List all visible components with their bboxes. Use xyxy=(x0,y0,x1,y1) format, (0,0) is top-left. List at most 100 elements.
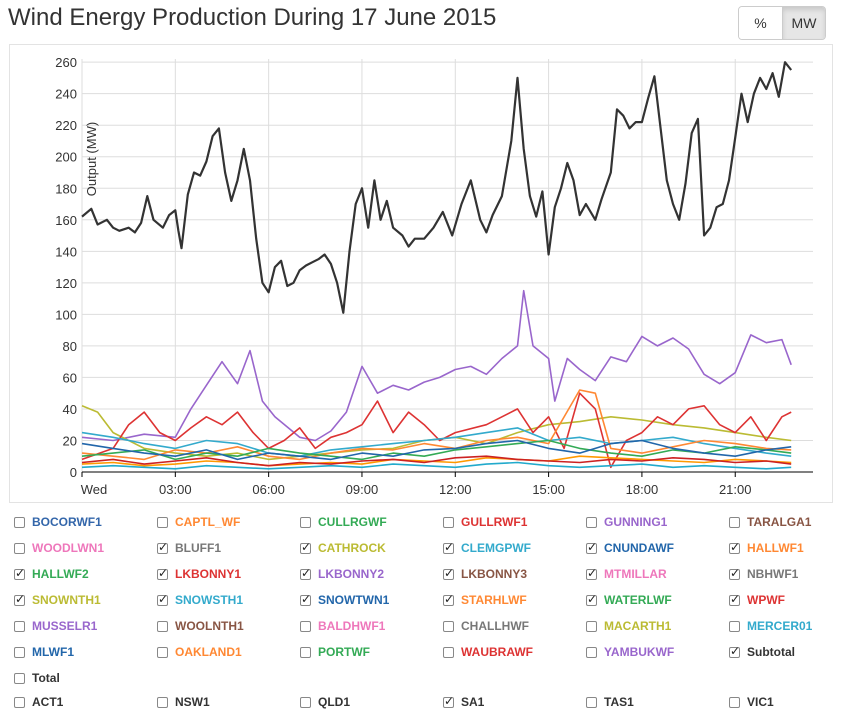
legend-checkbox[interactable] xyxy=(443,592,454,606)
legend-item-captl_wf[interactable]: CAPTL_WF xyxy=(157,512,240,532)
legend-item-snownth1[interactable]: SNOWNTH1 xyxy=(14,590,101,610)
legend-checkbox[interactable] xyxy=(157,540,168,554)
legend-checkbox[interactable] xyxy=(157,592,168,606)
legend-checkbox[interactable] xyxy=(586,696,597,708)
legend-item-nbhwf1[interactable]: NBHWF1 xyxy=(729,564,798,584)
legend-item-subtotal[interactable]: Subtotal xyxy=(729,642,795,662)
legend-checkbox[interactable] xyxy=(729,620,740,632)
mw-button[interactable]: MW xyxy=(782,7,825,39)
legend-checkbox[interactable] xyxy=(300,592,311,606)
legend-item-gunning1[interactable]: GUNNING1 xyxy=(586,512,667,532)
legend-checkbox[interactable] xyxy=(586,646,597,658)
y-tick-label: 120 xyxy=(55,276,77,291)
legend-item-woodlwn1[interactable]: WOODLWN1 xyxy=(14,538,104,558)
legend-checkbox[interactable] xyxy=(586,540,597,554)
legend-item-snowtwn1[interactable]: SNOWTWN1 xyxy=(300,590,389,610)
legend-item-bluff1[interactable]: BLUFF1 xyxy=(157,538,221,558)
legend-item-waterlwf[interactable]: WATERLWF xyxy=(586,590,672,610)
legend-item-lkbonny1[interactable]: LKBONNY1 xyxy=(157,564,241,584)
legend-item-total[interactable]: Total xyxy=(14,668,60,688)
legend-checkbox[interactable] xyxy=(157,696,168,708)
legend-checkbox[interactable] xyxy=(729,592,740,606)
legend-label: PORTWF xyxy=(318,645,370,659)
line-chart: 0 20 40 60 80 100 120 140 160 180 200 220 240 260 Wed 0… xyxy=(55,55,813,497)
legend-item-nsw1[interactable]: NSW1 xyxy=(157,692,210,712)
legend-item-starhlwf[interactable]: STARHLWF xyxy=(443,590,527,610)
legend-checkbox[interactable] xyxy=(14,542,25,554)
legend-item-waubrawf[interactable]: WAUBRAWF xyxy=(443,642,533,662)
y-tick-label: 160 xyxy=(55,213,77,228)
legend-checkbox[interactable] xyxy=(14,646,25,658)
legend-item-lkbonny3[interactable]: LKBONNY3 xyxy=(443,564,527,584)
legend-checkbox[interactable] xyxy=(300,516,311,528)
legend-checkbox[interactable] xyxy=(300,696,311,708)
legend-item-baldhwf1[interactable]: BALDHWF1 xyxy=(300,616,385,636)
legend-checkbox[interactable] xyxy=(443,646,454,658)
legend-checkbox[interactable] xyxy=(443,566,454,580)
legend-item-act1[interactable]: ACT1 xyxy=(14,692,63,712)
legend-checkbox[interactable] xyxy=(729,566,740,580)
legend-checkbox[interactable] xyxy=(157,620,168,632)
legend-item-cnundawf[interactable]: CNUNDAWF xyxy=(586,538,674,558)
percent-button[interactable]: % xyxy=(739,7,782,39)
legend-item-macarth1[interactable]: MACARTH1 xyxy=(586,616,671,636)
legend-item-mtmillar[interactable]: MTMILLAR xyxy=(586,564,667,584)
legend-label: CHALLHWF xyxy=(461,619,529,633)
legend-item-hallwf2[interactable]: HALLWF2 xyxy=(14,564,89,584)
legend-item-oakland1[interactable]: OAKLAND1 xyxy=(157,642,242,662)
legend-checkbox[interactable] xyxy=(157,646,168,658)
legend-checkbox[interactable] xyxy=(443,516,454,528)
legend-checkbox[interactable] xyxy=(14,696,25,708)
legend-checkbox[interactable] xyxy=(586,516,597,528)
legend-label: WATERLWF xyxy=(604,593,672,607)
legend-label: BOCORWF1 xyxy=(32,515,102,529)
legend-checkbox[interactable] xyxy=(729,644,740,658)
legend-item-clemgpwf[interactable]: CLEMGPWF xyxy=(443,538,531,558)
legend-item-mlwf1[interactable]: MLWF1 xyxy=(14,642,74,662)
legend-item-wpwf[interactable]: WPWF xyxy=(729,590,785,610)
legend-item-yambukwf[interactable]: YAMBUKWF xyxy=(586,642,674,662)
legend-item-musselr1[interactable]: MUSSELR1 xyxy=(14,616,97,636)
x-tick-label: 18:00 xyxy=(626,482,659,497)
legend-checkbox[interactable] xyxy=(729,516,740,528)
legend-label: HALLWF2 xyxy=(32,567,89,581)
legend-checkbox[interactable] xyxy=(443,540,454,554)
legend-checkbox[interactable] xyxy=(300,620,311,632)
legend-checkbox[interactable] xyxy=(443,620,454,632)
legend-checkbox[interactable] xyxy=(300,540,311,554)
legend-checkbox[interactable] xyxy=(729,696,740,708)
unit-toggle: % MW xyxy=(738,6,826,40)
legend-checkbox[interactable] xyxy=(14,592,25,606)
x-tick-label: Wed xyxy=(81,482,108,497)
legend-item-taralga1[interactable]: TARALGA1 xyxy=(729,512,811,532)
legend-item-sa1[interactable]: SA1 xyxy=(443,692,484,712)
legend-item-lkbonny2[interactable]: LKBONNY2 xyxy=(300,564,384,584)
legend-item-portwf[interactable]: PORTWF xyxy=(300,642,370,662)
legend-item-mercer01[interactable]: MERCER01 xyxy=(729,616,812,636)
legend-checkbox[interactable] xyxy=(300,566,311,580)
legend-item-woolnth1[interactable]: WOOLNTH1 xyxy=(157,616,244,636)
legend-item-cathrock[interactable]: CATHROCK xyxy=(300,538,386,558)
legend-item-hallwf1[interactable]: HALLWF1 xyxy=(729,538,804,558)
legend-item-challhwf[interactable]: CHALLHWF xyxy=(443,616,529,636)
legend-checkbox[interactable] xyxy=(14,672,25,684)
legend-item-bocorwf1[interactable]: BOCORWF1 xyxy=(14,512,102,532)
legend-item-vic1[interactable]: VIC1 xyxy=(729,692,774,712)
legend-checkbox[interactable] xyxy=(729,540,740,554)
legend-checkbox[interactable] xyxy=(14,516,25,528)
legend-item-qld1[interactable]: QLD1 xyxy=(300,692,350,712)
legend-checkbox[interactable] xyxy=(586,592,597,606)
legend-checkbox[interactable] xyxy=(443,694,454,708)
y-tick-label: 180 xyxy=(55,181,77,196)
legend-checkbox[interactable] xyxy=(586,620,597,632)
legend-item-cullrgwf[interactable]: CULLRGWF xyxy=(300,512,387,532)
legend-item-snowsth1[interactable]: SNOWSTH1 xyxy=(157,590,243,610)
legend-checkbox[interactable] xyxy=(586,566,597,580)
legend-checkbox[interactable] xyxy=(300,646,311,658)
legend-checkbox[interactable] xyxy=(157,566,168,580)
legend-checkbox[interactable] xyxy=(157,516,168,528)
legend-item-gullrwf1[interactable]: GULLRWF1 xyxy=(443,512,527,532)
legend-checkbox[interactable] xyxy=(14,566,25,580)
legend-item-tas1[interactable]: TAS1 xyxy=(586,692,634,712)
legend-checkbox[interactable] xyxy=(14,620,25,632)
